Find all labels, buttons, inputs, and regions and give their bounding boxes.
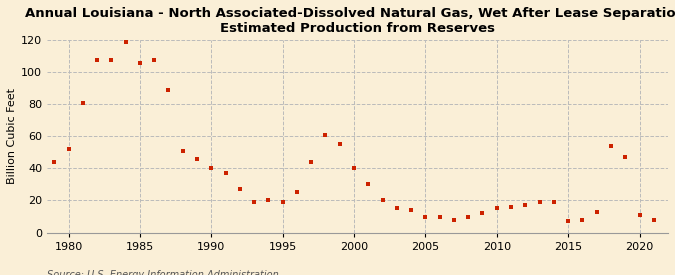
Point [506, 205, 516, 209]
Point [434, 214, 445, 219]
Point [148, 57, 159, 62]
Point [178, 148, 188, 153]
Point [306, 160, 317, 164]
Point [605, 144, 616, 148]
Point [134, 60, 145, 65]
Point [363, 182, 374, 187]
Point [248, 200, 259, 204]
Point [163, 88, 174, 92]
Text: Source: U.S. Energy Information Administration: Source: U.S. Energy Information Administ… [47, 271, 279, 275]
Point [192, 157, 202, 161]
Point [263, 198, 274, 203]
Point [206, 166, 217, 171]
Point [120, 40, 131, 44]
Point [649, 218, 659, 222]
Point [591, 210, 602, 214]
Point [234, 187, 245, 191]
Point [477, 211, 488, 216]
Point [392, 206, 402, 211]
Point [549, 200, 560, 204]
Point [78, 101, 88, 105]
Point [620, 155, 630, 160]
Title: Annual Louisiana - North Associated-Dissolved Natural Gas, Wet After Lease Separ: Annual Louisiana - North Associated-Diss… [25, 7, 675, 35]
Point [463, 214, 474, 219]
Y-axis label: Billion Cubic Feet: Billion Cubic Feet [7, 88, 17, 185]
Point [49, 160, 59, 164]
Point [634, 213, 645, 217]
Point [320, 133, 331, 137]
Point [348, 166, 359, 171]
Point [563, 219, 574, 224]
Point [63, 147, 74, 152]
Point [577, 218, 588, 222]
Point [520, 203, 531, 208]
Point [534, 200, 545, 204]
Point [220, 171, 231, 175]
Point [377, 198, 388, 203]
Point [92, 57, 103, 62]
Point [106, 57, 117, 62]
Point [292, 190, 302, 195]
Point [491, 206, 502, 211]
Point [448, 218, 459, 222]
Point [420, 214, 431, 219]
Point [406, 208, 416, 212]
Point [277, 200, 288, 204]
Point [334, 142, 345, 147]
